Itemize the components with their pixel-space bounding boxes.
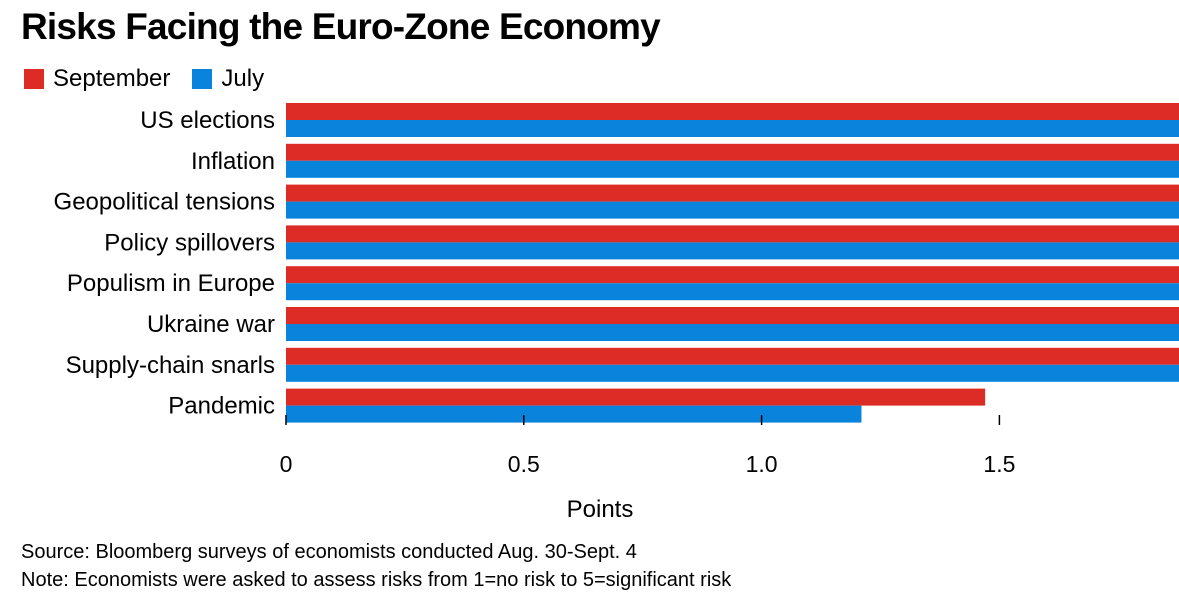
bar-september-2 [286, 143, 1179, 161]
bar-july-7 [286, 364, 1179, 382]
x-tick-label: 1.0 [746, 451, 778, 477]
legend-label-july: July [221, 65, 265, 92]
category-label: Supply-chain snarls [66, 352, 275, 379]
bar-september-5 [286, 266, 1179, 284]
category-label: Geopolitical tensions [54, 189, 275, 216]
x-tick-label: 1.5 [983, 451, 1015, 477]
bar-july-3 [286, 201, 1179, 219]
bar-september-8 [286, 388, 986, 406]
category-label: Policy spillovers [104, 229, 275, 256]
bar-september-4 [286, 225, 1179, 243]
footnote: Note: Economists were asked to assess ri… [21, 569, 732, 591]
x-tick-label: 0 [280, 451, 293, 477]
source-note: Source: Bloomberg surveys of economists … [21, 541, 637, 563]
bar-july-1 [286, 120, 1179, 137]
x-axis-title: Points [567, 496, 634, 523]
x-tick-label: 0.5 [508, 451, 540, 477]
bar-july-8 [286, 405, 862, 423]
category-label: Pandemic [168, 393, 275, 420]
legend-swatch-september [24, 69, 44, 89]
legend-item-september: September [24, 65, 170, 93]
bar-september-3 [286, 184, 1179, 202]
category-label: Inflation [191, 148, 275, 175]
bar-september-7 [286, 347, 1179, 365]
bar-july-5 [286, 283, 1179, 301]
chart-title: Risks Facing the Euro-Zone Economy [21, 6, 661, 47]
bar-september-1 [286, 103, 1179, 120]
legend: September July [24, 65, 286, 93]
category-label: US elections [140, 107, 275, 134]
bar-september-6 [286, 307, 1179, 324]
bar-july-4 [286, 242, 1179, 260]
bar-july-2 [286, 160, 1179, 178]
legend-item-july: July [192, 65, 264, 93]
category-label: Ukraine war [147, 311, 275, 338]
category-label: Populism in Europe [67, 270, 275, 297]
legend-swatch-july [192, 69, 213, 89]
legend-label-september: September [53, 65, 171, 92]
bar-july-6 [286, 324, 1179, 341]
